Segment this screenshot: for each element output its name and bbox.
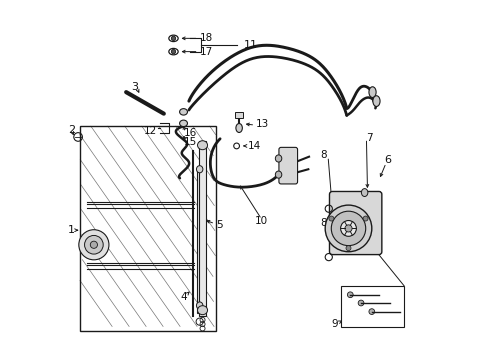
Ellipse shape: [275, 171, 281, 178]
Ellipse shape: [361, 189, 367, 197]
Circle shape: [346, 246, 350, 251]
Text: 2: 2: [68, 125, 75, 135]
Ellipse shape: [372, 96, 379, 107]
Text: 7: 7: [366, 133, 372, 143]
Circle shape: [330, 211, 365, 246]
Text: 12: 12: [143, 126, 156, 135]
Text: 1: 1: [68, 225, 75, 235]
Ellipse shape: [196, 166, 203, 173]
Text: 13: 13: [255, 120, 269, 129]
Ellipse shape: [179, 120, 187, 127]
Ellipse shape: [196, 302, 203, 309]
Text: 3: 3: [131, 82, 138, 92]
Ellipse shape: [179, 109, 187, 115]
Text: 8: 8: [320, 150, 326, 160]
Bar: [197, 169, 202, 313]
Ellipse shape: [197, 141, 207, 150]
Ellipse shape: [235, 123, 242, 132]
Circle shape: [171, 49, 175, 54]
Text: 14: 14: [247, 141, 261, 151]
Text: 15: 15: [183, 137, 196, 147]
Bar: [80, 126, 215, 330]
Circle shape: [368, 309, 374, 315]
Text: 9: 9: [330, 319, 337, 329]
Circle shape: [84, 235, 103, 254]
Circle shape: [362, 216, 367, 221]
Text: 16: 16: [183, 128, 196, 138]
FancyBboxPatch shape: [329, 192, 381, 255]
Text: 10: 10: [255, 216, 268, 226]
Circle shape: [340, 221, 356, 236]
Text: 6: 6: [384, 155, 390, 165]
Bar: [80, 126, 215, 330]
Circle shape: [325, 205, 371, 252]
Text: 4: 4: [180, 292, 187, 302]
Text: 17: 17: [199, 46, 212, 57]
Bar: [341, 286, 403, 327]
Circle shape: [90, 241, 97, 248]
Text: 18: 18: [199, 33, 212, 43]
Circle shape: [328, 216, 333, 221]
Circle shape: [344, 225, 351, 232]
Bar: [198, 140, 206, 316]
Ellipse shape: [197, 306, 207, 315]
Circle shape: [171, 36, 175, 41]
Text: 5: 5: [215, 220, 222, 230]
Circle shape: [346, 292, 352, 298]
Ellipse shape: [275, 155, 281, 162]
Circle shape: [79, 230, 109, 260]
Ellipse shape: [368, 87, 375, 98]
FancyBboxPatch shape: [278, 147, 297, 184]
Bar: [234, 112, 243, 118]
Text: 11: 11: [244, 40, 257, 50]
Circle shape: [357, 300, 363, 306]
Text: 8: 8: [320, 218, 326, 228]
